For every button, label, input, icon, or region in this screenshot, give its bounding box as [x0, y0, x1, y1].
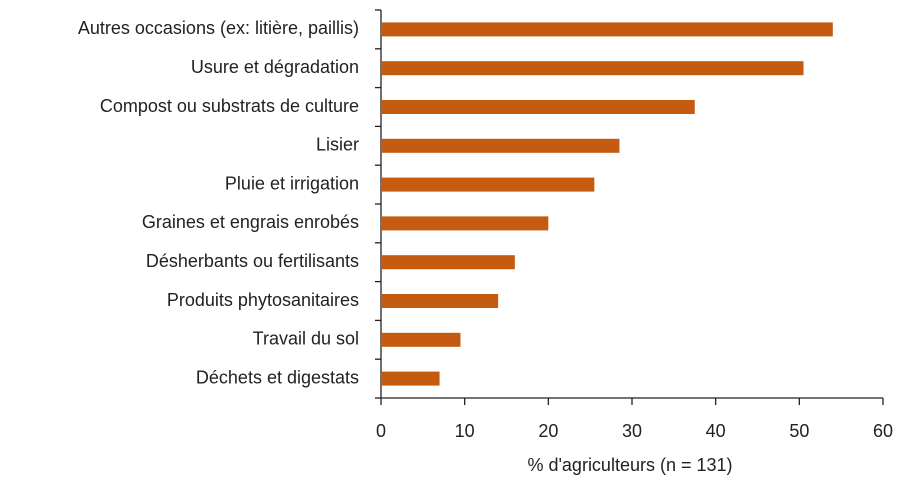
y-tick-label: Désherbants ou fertilisants: [146, 251, 359, 271]
y-tick-label: Pluie et irrigation: [225, 173, 359, 193]
bar: [381, 255, 515, 270]
y-tick-label: Graines et engrais enrobés: [142, 212, 359, 232]
bar: [381, 61, 804, 76]
bar: [381, 100, 695, 114]
bar: [381, 294, 499, 308]
y-tick-label: Autres occasions (ex: litière, paillis): [78, 18, 359, 38]
bar: [381, 22, 833, 37]
y-tick-label: Déchets et digestats: [196, 367, 359, 387]
x-tick-label: 60: [873, 421, 893, 441]
x-tick-label: 20: [538, 421, 558, 441]
x-tick-label: 10: [455, 421, 475, 441]
x-tick-label: 40: [706, 421, 726, 441]
y-tick-label: Usure et dégradation: [191, 57, 359, 77]
y-tick-label: Lisier: [316, 135, 359, 155]
y-tick-label: Produits phytosanitaires: [167, 290, 359, 310]
x-tick-label: 30: [622, 421, 642, 441]
bar: [381, 177, 595, 192]
x-tick-label: 0: [376, 421, 386, 441]
y-tick-label: Travail du sol: [253, 329, 359, 349]
bar: [381, 216, 549, 231]
bar: [381, 138, 620, 153]
x-axis-label: % d'agriculteurs (n = 131): [527, 455, 732, 475]
y-tick-label: Compost ou substrats de culture: [100, 96, 359, 116]
x-tick-label: 50: [789, 421, 809, 441]
bar: [381, 332, 461, 347]
bar: [381, 371, 440, 386]
